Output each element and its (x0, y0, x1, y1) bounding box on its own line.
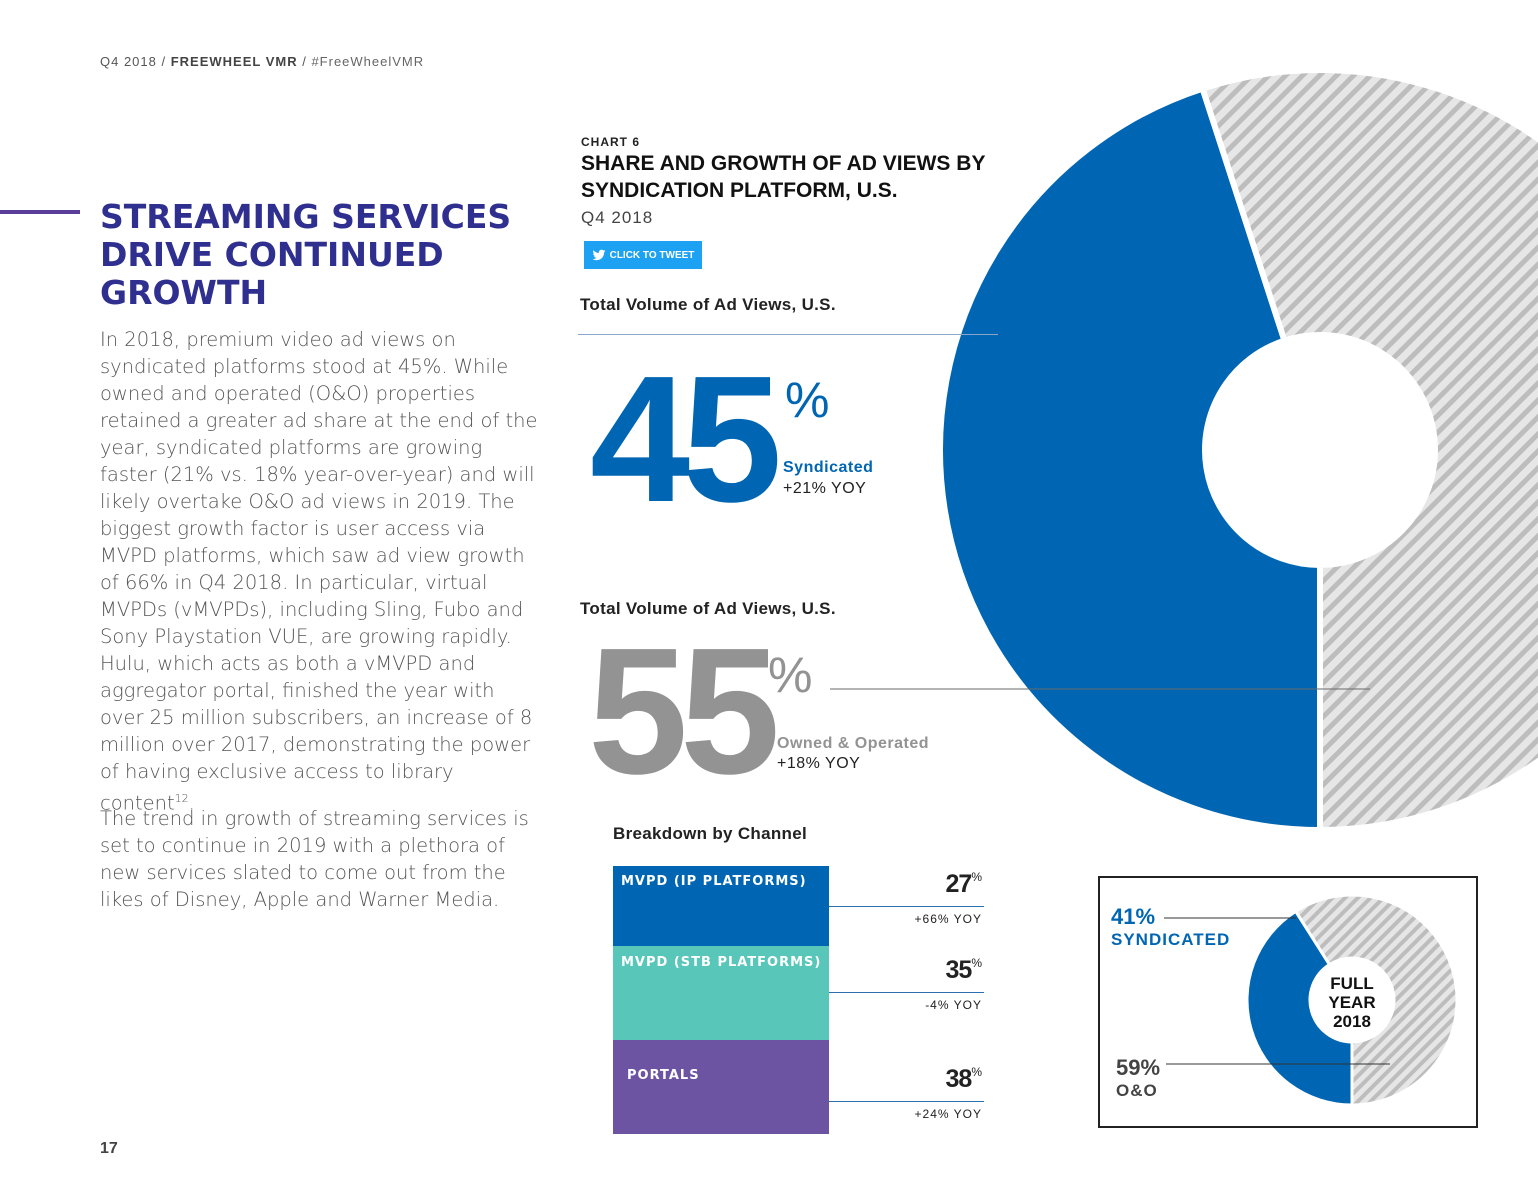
channel-value-number: 35 (945, 956, 973, 984)
donut-slice-syndicated (937, 84, 1323, 834)
full-year-box (1098, 876, 1478, 1128)
full-year-oo-pct: 59% (1116, 1055, 1161, 1080)
syndicated-percent-sign: % (785, 372, 830, 428)
page-header: Q4 2018 / FREEWHEEL VMR / #FreeWheelVMR (100, 54, 425, 69)
fy-center-line-3: 2018 (1333, 1012, 1371, 1031)
owned-percent-sign: % (768, 647, 813, 703)
channel-yoy-mvpd-ip: +66% YOY (914, 912, 982, 926)
click-to-tweet-button[interactable]: CLICK TO TWEET (584, 241, 702, 269)
channel-value-mvpd-stb: 35% (946, 956, 982, 985)
full-year-syndicated-label: SYNDICATED (1111, 930, 1231, 949)
section-title: STREAMING SERVICES DRIVE CONTINUED GROWT… (100, 197, 512, 312)
channel-value-pct: % (971, 870, 982, 884)
channel-bar-mvpd-stb: MVPD (STB PLATFORMS) (613, 946, 829, 1040)
channel-value-number: 38 (945, 1065, 973, 1093)
fy-center-line-1: FULL (1330, 974, 1374, 993)
para1-text: In 2018, premium video ad views on syndi… (100, 328, 538, 815)
channel-yoy-mvpd-stb: -4% YOY (925, 998, 982, 1012)
syndicated-big-value: 45 (590, 339, 782, 540)
channel-label-portals: PORTALS (627, 1068, 700, 1083)
donut-slice-owned (1198, 67, 1538, 834)
total-volume-label-1: Total Volume of Ad Views, U.S. (580, 295, 836, 314)
chart-eyebrow: CHART 6 (581, 135, 641, 149)
total-volume-label-2: Total Volume of Ad Views, U.S. (580, 599, 836, 618)
twitter-bird-icon (592, 249, 606, 261)
channel-label-mvpd-stb: MVPD (STB PLATFORMS) (621, 955, 822, 970)
channel-label-mvpd-ip: MVPD (IP PLATFORMS) (621, 874, 807, 889)
section-accent-line (0, 210, 80, 214)
channel-bar-portals: PORTALS (613, 1040, 829, 1134)
channel-bar-mvpd-ip: MVPD (IP PLATFORMS) (613, 866, 829, 946)
channel-line-mvpd-stb (829, 992, 984, 993)
fy-donut-hole (1310, 958, 1394, 1042)
channel-value-pct: % (971, 956, 982, 970)
body-paragraph-1: In 2018, premium video ad views on syndi… (100, 326, 540, 817)
header-brand: FREEWHEEL VMR (170, 54, 298, 69)
header-hashtag: #FreeWheelVMR (311, 54, 425, 69)
full-year-syndicated-pct: 41% (1111, 904, 1156, 929)
channel-value-portals: 38% (946, 1065, 982, 1094)
full-year-oo-label: O&O (1116, 1081, 1158, 1100)
channel-line-mvpd-ip (829, 906, 984, 907)
page-number: 17 (100, 1140, 118, 1157)
chart-title: SHARE AND GROWTH OF AD VIEWS BY SYNDICAT… (581, 152, 986, 202)
syndicated-yoy: +21% YOY (783, 480, 867, 497)
body-paragraph-2: The trend in growth of streaming service… (100, 807, 529, 911)
chart-period: Q4 2018 (581, 208, 654, 227)
header-period: Q4 2018 (100, 54, 157, 69)
tweet-label: CLICK TO TWEET (609, 249, 695, 261)
owned-yoy: +18% YOY (777, 755, 861, 772)
syndicated-rule (578, 334, 998, 335)
channel-yoy-portals: +24% YOY (914, 1107, 982, 1121)
owned-label: Owned & Operated (777, 735, 930, 752)
channel-line-portals (829, 1101, 984, 1102)
full-year-center-label: FULL YEAR 2018 (1302, 974, 1402, 1031)
para1-end: . (188, 791, 195, 815)
footnote-ref: 12 (174, 792, 189, 805)
channel-value-pct: % (971, 1065, 982, 1079)
breakdown-title: Breakdown by Channel (613, 824, 807, 843)
syndicated-label: Syndicated (783, 459, 874, 476)
fy-center-line-2: YEAR (1328, 993, 1376, 1012)
channel-value-number: 27 (945, 870, 973, 898)
channel-value-mvpd-ip: 27% (946, 870, 982, 899)
owned-big-value: 55 (588, 611, 780, 812)
